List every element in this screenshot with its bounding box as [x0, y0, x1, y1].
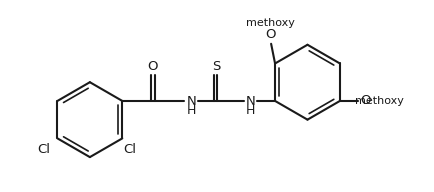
Text: methoxy: methoxy: [355, 96, 404, 106]
Text: Cl: Cl: [37, 143, 50, 156]
Text: methoxy: methoxy: [246, 18, 295, 28]
Text: H: H: [187, 104, 196, 117]
Text: O: O: [148, 60, 158, 73]
Text: S: S: [212, 60, 220, 73]
Text: N: N: [187, 95, 196, 108]
Text: O: O: [265, 28, 276, 41]
Text: N: N: [246, 95, 255, 108]
Text: O: O: [360, 94, 371, 108]
Text: Cl: Cl: [124, 143, 137, 156]
Text: H: H: [246, 104, 255, 117]
